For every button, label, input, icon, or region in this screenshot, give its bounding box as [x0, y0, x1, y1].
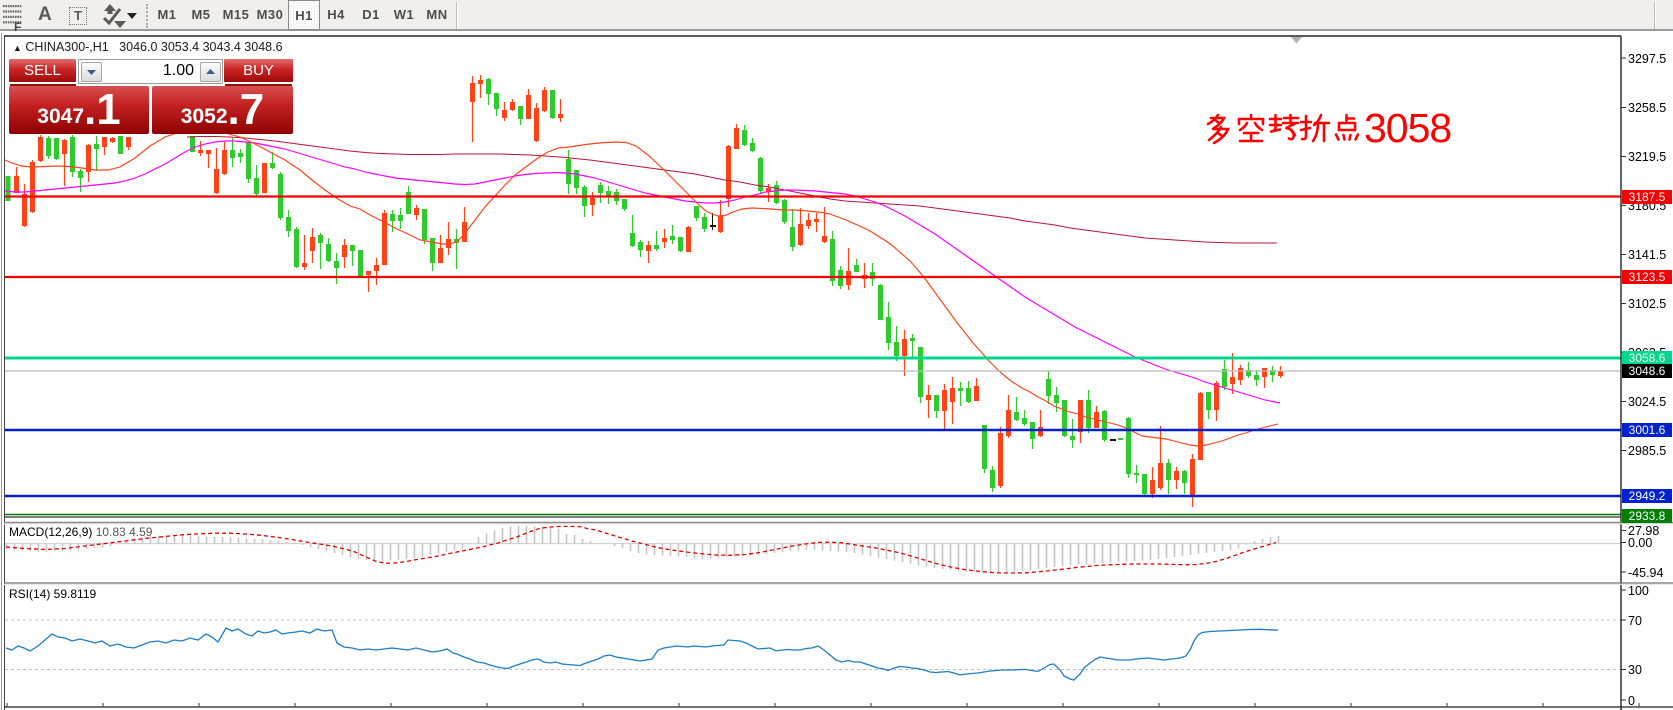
svg-text:F: F — [14, 20, 21, 33]
